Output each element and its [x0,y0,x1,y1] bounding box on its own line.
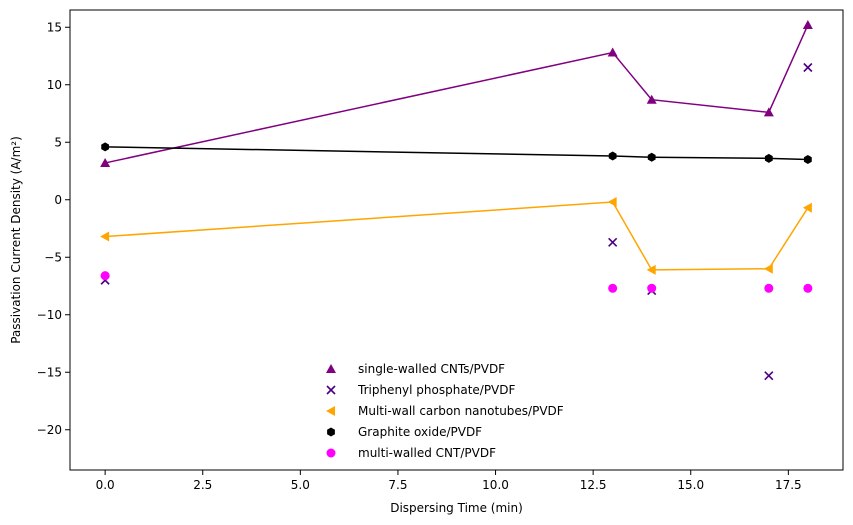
y-tick-label: 10 [47,78,62,92]
series-2 [100,197,812,275]
data-point [101,142,110,152]
y-tick-label: −20 [37,423,62,437]
data-point [608,237,618,247]
data-point [647,152,656,162]
series-4 [100,271,813,293]
data-point [100,271,110,281]
legend-item: Graphite oxide/PVDF [327,425,482,439]
legend-item: single-walled CNTs/PVDF [326,362,505,376]
data-point [646,94,657,104]
legend-label: single-walled CNTs/PVDF [358,362,505,376]
legend: single-walled CNTs/PVDF Triphenyl phospha… [326,362,564,460]
legend-item: multi-walled CNT/PVDF [326,446,496,460]
data-point [647,283,657,293]
y-tick-label: −5 [44,250,62,264]
y-tick-label: 0 [54,193,62,207]
data-point [100,231,110,242]
plot-frame [69,9,844,471]
legend-item: Multi-wall carbon nanotubes/PVDF [326,404,564,418]
legend-label: Graphite oxide/PVDF [358,425,482,439]
series-3 [101,142,812,164]
data-point [763,263,773,274]
y-axis-title: Passivation Current Density (A/m²) [9,136,23,344]
legend-item: Triphenyl phosphate/PVDF [326,383,516,397]
data-point [608,283,618,293]
x-marker-stroke [326,385,336,395]
data-point [764,283,774,293]
x-tick-label: 10.0 [482,478,509,492]
x-tick-label: 2.5 [193,478,212,492]
plot-area [100,19,813,381]
data-point [607,197,617,208]
series-line [104,24,809,164]
data-point [764,153,773,163]
data-point [763,107,774,117]
data-point [803,62,813,73]
legend-label: Multi-wall carbon nanotubes/PVDF [358,404,564,418]
x-axis-title: Dispersing Time (min) [390,501,523,515]
data-point [646,264,656,275]
x-marker-stroke [803,62,813,73]
x-marker-stroke [764,371,774,381]
legend-marker [326,448,336,458]
series-line [105,201,809,271]
x-tick-label: 0.0 [96,478,115,492]
legend-marker [326,406,335,416]
data-point [803,155,812,164]
x-tick-label: 15.0 [677,478,704,492]
legend-marker [327,427,335,437]
series-line [105,146,808,161]
data-point [607,47,618,57]
y-tick-label: 15 [47,20,62,34]
x-marker-stroke [608,237,618,247]
data-point [802,202,812,213]
data-point [802,19,813,29]
y-tick-label: −15 [37,365,62,379]
x-tick-label: 17.5 [775,478,802,492]
y-axis: −20 −15 −10 −5 0 5 10 15 [37,20,70,437]
x-tick-label: 7.5 [388,478,407,492]
data-point [608,151,617,161]
data-point [764,371,774,381]
data-point [100,157,111,167]
axes-frame [69,9,844,471]
y-tick-label: −10 [37,308,62,322]
x-axis: 0.0 2.5 5.0 7.5 10.0 12.5 15.0 17.5 [96,470,802,492]
series-1 [100,62,813,381]
legend-marker [326,385,336,395]
legend-marker [326,364,336,373]
x-tick-label: 5.0 [291,478,310,492]
y-tick-label: 5 [54,135,62,149]
x-tick-label: 12.5 [580,478,607,492]
legend-label: Triphenyl phosphate/PVDF [357,383,516,397]
data-point [803,283,813,293]
legend-label: multi-walled CNT/PVDF [358,446,496,460]
series-0 [100,19,813,167]
